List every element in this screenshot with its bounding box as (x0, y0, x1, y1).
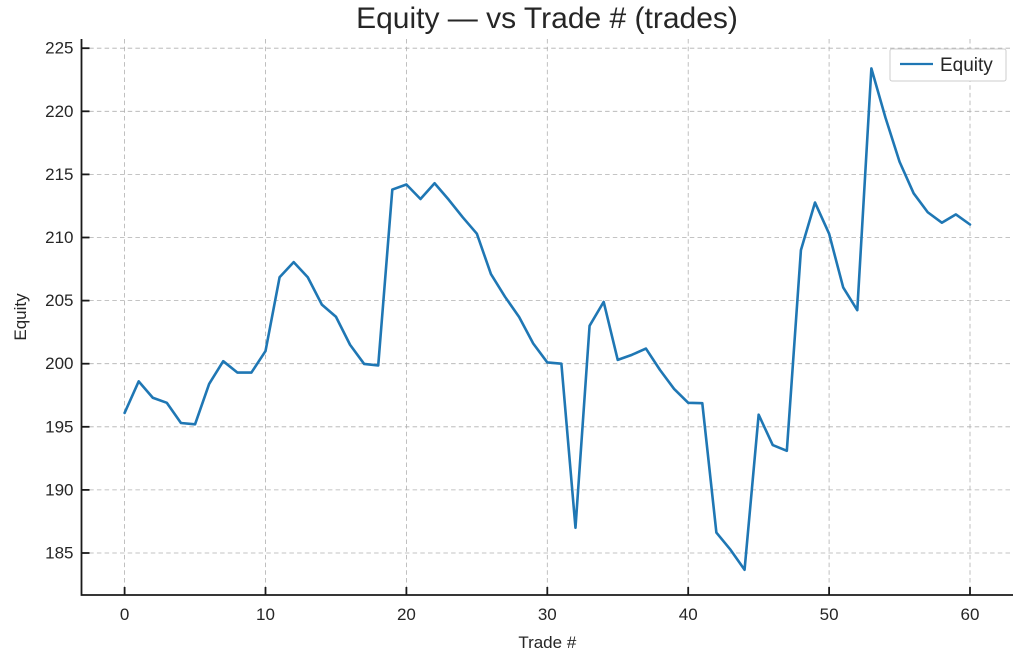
svg-text:210: 210 (45, 228, 73, 247)
svg-text:Trade #: Trade # (518, 633, 577, 652)
svg-text:200: 200 (45, 354, 73, 373)
svg-text:225: 225 (45, 39, 73, 58)
svg-text:205: 205 (45, 291, 73, 310)
svg-text:195: 195 (45, 417, 73, 436)
svg-text:40: 40 (679, 605, 698, 624)
svg-text:215: 215 (45, 165, 73, 184)
svg-text:Equity: Equity (940, 55, 993, 76)
svg-text:Equity — vs Trade # (trades): Equity — vs Trade # (trades) (356, 2, 738, 35)
svg-text:10: 10 (256, 605, 275, 624)
svg-text:185: 185 (45, 544, 73, 563)
svg-text:220: 220 (45, 102, 73, 121)
svg-text:190: 190 (45, 480, 73, 499)
svg-text:Equity: Equity (11, 293, 30, 341)
svg-text:50: 50 (820, 605, 839, 624)
svg-text:0: 0 (120, 605, 129, 624)
svg-text:20: 20 (397, 605, 416, 624)
svg-text:60: 60 (961, 605, 980, 624)
svg-text:30: 30 (538, 605, 557, 624)
